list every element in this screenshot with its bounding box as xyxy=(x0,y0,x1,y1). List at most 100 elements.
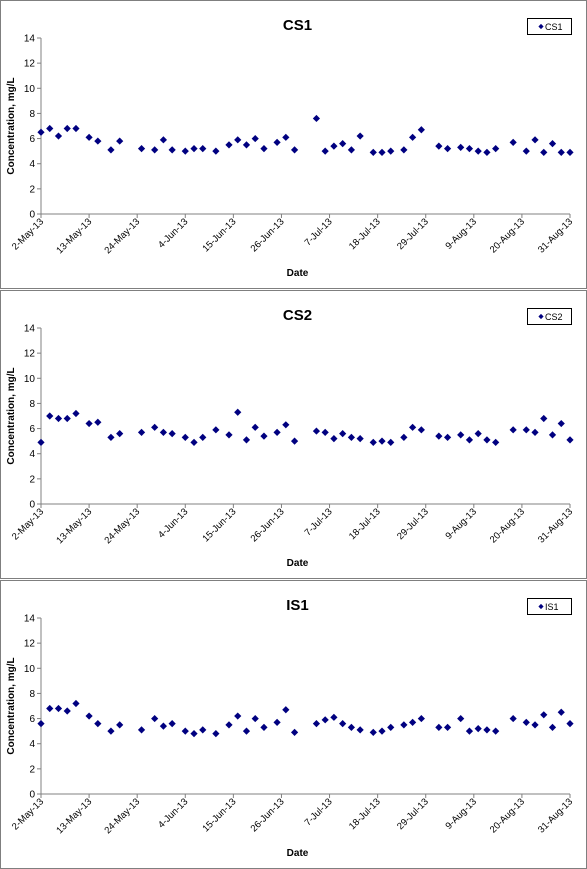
data-point xyxy=(465,145,474,153)
data-point xyxy=(85,133,93,141)
data-point xyxy=(409,133,417,141)
data-point xyxy=(72,699,80,708)
data-point xyxy=(63,707,71,715)
data-point xyxy=(63,124,71,133)
data-point xyxy=(417,126,425,134)
chart-title: CS1 xyxy=(283,17,312,34)
data-point xyxy=(330,142,338,150)
data-point xyxy=(347,146,356,154)
data-point xyxy=(321,147,329,155)
legend-marker xyxy=(538,603,544,610)
legend-marker xyxy=(538,23,544,30)
data-point xyxy=(378,437,386,445)
data-point xyxy=(531,136,539,144)
data-point xyxy=(85,419,93,428)
chart-frame xyxy=(0,290,587,579)
legend-box xyxy=(527,18,572,35)
x-axis-label: Date xyxy=(287,848,309,859)
legend: CS1 xyxy=(527,18,572,35)
data-point xyxy=(199,145,207,153)
data-point xyxy=(54,704,63,713)
y-tick-label: 6 xyxy=(29,424,35,435)
data-point xyxy=(212,147,220,155)
y-tick-label: 14 xyxy=(24,614,36,625)
data-point xyxy=(72,124,80,133)
data-point xyxy=(557,708,565,716)
data-point xyxy=(356,132,364,140)
y-tick-label: 4 xyxy=(29,739,35,750)
legend: IS1 xyxy=(527,598,572,615)
data-point xyxy=(282,421,290,429)
y-tick-label: 2 xyxy=(29,764,35,775)
y-tick-label: 12 xyxy=(24,59,36,70)
data-point xyxy=(94,418,102,426)
data-point xyxy=(290,146,299,154)
data-point xyxy=(321,428,329,436)
y-tick-label: 2 xyxy=(29,474,35,485)
data-point xyxy=(509,138,517,146)
data-point xyxy=(46,704,54,713)
data-point xyxy=(378,727,386,735)
data-point xyxy=(54,414,63,423)
data-point xyxy=(339,720,347,728)
data-point xyxy=(151,423,159,431)
data-point xyxy=(443,145,452,153)
data-point xyxy=(557,419,565,428)
legend: CS2 xyxy=(527,308,572,325)
data-point xyxy=(483,148,491,156)
data-point xyxy=(46,412,54,420)
data-point xyxy=(492,145,500,153)
x-axis-label: Date xyxy=(287,558,309,569)
data-point xyxy=(260,145,268,153)
data-point xyxy=(557,148,565,156)
data-point xyxy=(435,142,443,150)
y-tick-label: 12 xyxy=(24,639,36,650)
data-point xyxy=(137,145,146,153)
data-point xyxy=(312,114,321,123)
data-point xyxy=(330,435,338,443)
legend-box xyxy=(527,598,572,615)
y-axis-label: Concentration, mg/L xyxy=(6,367,17,464)
data-point xyxy=(457,431,465,439)
data-point xyxy=(37,128,45,136)
y-tick-label: 0 xyxy=(29,790,35,801)
data-point xyxy=(540,148,548,156)
data-point xyxy=(72,409,80,418)
data-point xyxy=(540,414,548,423)
data-point xyxy=(225,141,233,149)
data-point xyxy=(234,712,242,720)
data-point xyxy=(548,140,557,148)
y-tick-label: 8 xyxy=(29,109,35,120)
data-point xyxy=(378,148,386,156)
data-point xyxy=(260,723,268,731)
data-point xyxy=(260,432,268,440)
data-point xyxy=(116,721,124,729)
data-point xyxy=(417,426,425,434)
y-tick-label: 12 xyxy=(24,349,36,360)
y-tick-label: 10 xyxy=(24,374,36,385)
data-point xyxy=(457,714,465,723)
data-point xyxy=(282,133,290,141)
data-point xyxy=(400,433,408,441)
data-point xyxy=(94,137,102,145)
y-tick-label: 0 xyxy=(29,210,35,221)
data-point xyxy=(234,136,242,144)
chart-title: IS1 xyxy=(286,597,309,614)
y-tick-label: 4 xyxy=(29,449,35,460)
legend-label: CS1 xyxy=(545,22,563,32)
legend-label: IS1 xyxy=(545,602,559,612)
data-point xyxy=(107,146,115,154)
y-tick-label: 10 xyxy=(24,664,36,675)
data-point xyxy=(522,147,530,155)
data-point xyxy=(63,414,71,423)
data-point xyxy=(181,147,189,155)
y-axis-label: Concentration, mg/L xyxy=(6,77,17,174)
y-tick-label: 10 xyxy=(24,84,36,95)
data-point xyxy=(54,132,63,140)
data-point xyxy=(116,430,124,438)
data-point xyxy=(168,146,176,154)
y-tick-label: 14 xyxy=(24,34,36,45)
